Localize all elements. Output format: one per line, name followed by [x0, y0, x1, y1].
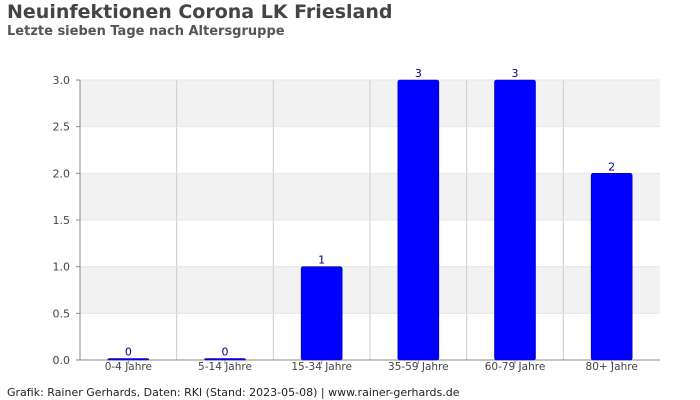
chart-subtitle: Letzte sieben Tage nach Altersgruppe — [7, 24, 285, 39]
data-label: 2 — [608, 160, 615, 173]
x-tick-label: 80+ Jahre — [586, 361, 638, 373]
footer-credit: Grafik: Rainer Gerhards, Daten: RKI (Sta… — [7, 386, 460, 399]
data-label: 1 — [318, 254, 325, 267]
bar — [397, 79, 440, 361]
x-tick-label: 5-14 Jahre — [198, 361, 252, 373]
data-label: 0 — [222, 346, 229, 359]
data-labels: 0 0 1 3 3 2 — [125, 67, 615, 359]
bar — [590, 173, 633, 361]
y-tick-label: 1.5 — [53, 214, 71, 227]
data-label: 3 — [512, 67, 519, 80]
bar — [300, 266, 343, 361]
x-tick-label: 35-59 Jahre — [388, 361, 449, 373]
y-axis-ticks: 0.0 0.5 1.0 1.5 2.0 2.5 3.0 — [53, 74, 80, 367]
y-tick-label: 0.0 — [53, 354, 71, 367]
bars — [107, 79, 633, 361]
x-tick-label: 0-4 Jahre — [105, 361, 152, 373]
bar — [204, 358, 246, 361]
chart-title: Neuinfektionen Corona LK Friesland — [7, 1, 393, 23]
x-tick-label: 15-34 Jahre — [291, 361, 352, 373]
data-label: 0 — [125, 346, 132, 359]
y-tick-label: 2.5 — [53, 121, 71, 134]
y-tick-label: 0.5 — [53, 307, 71, 320]
x-tick-label: 60-79 Jahre — [485, 361, 546, 373]
bar — [494, 79, 536, 361]
bar — [107, 358, 150, 361]
x-axis-ticks: 0-4 Jahre 5-14 Jahre 15-34 Jahre 35-59 Jahr… — [105, 360, 638, 373]
y-tick-label: 2.0 — [53, 167, 71, 180]
y-tick-label: 3.0 — [53, 74, 71, 87]
y-tick-label: 1.0 — [53, 261, 71, 274]
data-label: 3 — [415, 67, 422, 80]
